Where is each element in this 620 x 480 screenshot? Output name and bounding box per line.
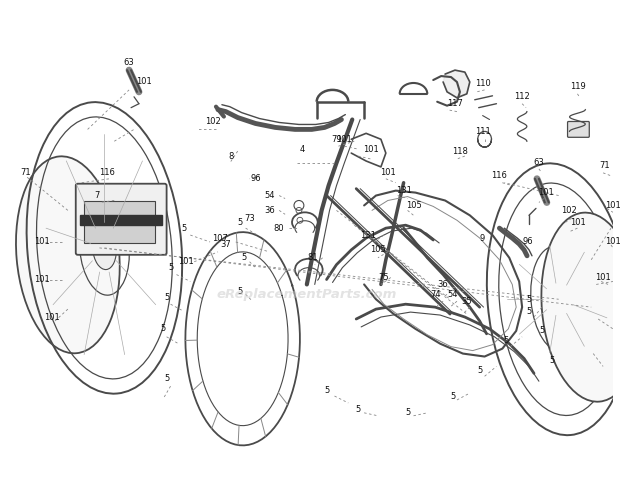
Bar (84, 202, 155, 243)
Text: 96: 96 (250, 174, 261, 183)
Text: 54: 54 (448, 290, 458, 299)
Ellipse shape (16, 156, 120, 353)
Text: 102: 102 (560, 206, 577, 215)
Text: 63: 63 (124, 58, 135, 67)
Text: 5: 5 (450, 392, 456, 400)
Text: 63: 63 (534, 158, 544, 168)
Text: 116: 116 (99, 168, 115, 177)
Text: 110: 110 (475, 80, 490, 88)
Text: 36: 36 (264, 206, 275, 215)
Text: 71: 71 (600, 161, 611, 170)
Text: 5: 5 (526, 307, 532, 316)
Ellipse shape (545, 274, 573, 325)
Text: 131: 131 (360, 230, 376, 240)
Text: 5: 5 (164, 293, 169, 302)
Ellipse shape (541, 213, 620, 402)
Text: 107: 107 (212, 234, 228, 242)
FancyBboxPatch shape (567, 121, 589, 137)
Text: 80: 80 (274, 224, 285, 233)
Text: 5: 5 (539, 326, 544, 336)
Text: 37: 37 (221, 240, 231, 250)
Text: 117: 117 (447, 99, 463, 108)
Text: 81: 81 (308, 253, 318, 262)
Text: 5: 5 (549, 356, 554, 365)
Text: 131: 131 (396, 186, 412, 195)
Text: 8: 8 (228, 152, 234, 160)
Text: 54: 54 (264, 191, 275, 200)
Text: 5: 5 (237, 218, 242, 227)
Text: 5: 5 (182, 224, 187, 233)
Text: 101: 101 (595, 273, 611, 282)
FancyBboxPatch shape (76, 184, 167, 255)
Text: 101: 101 (570, 218, 587, 227)
Text: 5: 5 (355, 406, 361, 414)
Text: 105: 105 (370, 245, 386, 254)
Text: 5: 5 (324, 385, 329, 395)
Text: 96: 96 (523, 238, 533, 246)
Text: 5: 5 (241, 253, 246, 262)
Text: 101: 101 (337, 135, 352, 144)
Text: 101: 101 (44, 312, 60, 322)
Text: 101: 101 (605, 238, 620, 246)
Text: 5: 5 (405, 408, 410, 417)
Text: 71: 71 (20, 168, 31, 177)
Text: 118: 118 (452, 146, 468, 156)
Text: 102: 102 (205, 117, 221, 126)
Polygon shape (443, 70, 470, 98)
Text: 116: 116 (492, 171, 507, 180)
Text: 5: 5 (526, 295, 532, 304)
Text: 101: 101 (363, 144, 379, 154)
Text: 101: 101 (538, 188, 554, 197)
Text: 36: 36 (438, 280, 448, 289)
Text: 105: 105 (405, 201, 422, 210)
Text: 75: 75 (379, 273, 389, 282)
Ellipse shape (92, 226, 117, 270)
Text: 5: 5 (168, 263, 173, 272)
Text: 112: 112 (514, 92, 530, 101)
Text: 101: 101 (136, 77, 152, 86)
Text: 7: 7 (95, 191, 100, 200)
Text: 5: 5 (503, 336, 509, 345)
Text: 101: 101 (605, 201, 620, 210)
Text: 35: 35 (461, 297, 472, 306)
Text: 101: 101 (380, 168, 396, 177)
Text: 9: 9 (480, 234, 485, 242)
Text: 101: 101 (179, 257, 194, 266)
Text: 5: 5 (477, 366, 482, 375)
Text: 74: 74 (430, 290, 441, 299)
Text: 4: 4 (299, 144, 304, 154)
Bar (80, 216, 162, 225)
Text: 101: 101 (34, 275, 50, 284)
Text: 79: 79 (331, 135, 342, 144)
Text: 101: 101 (34, 238, 50, 246)
Text: 5: 5 (237, 287, 242, 296)
Text: 73: 73 (244, 214, 255, 223)
Text: 119: 119 (570, 83, 587, 91)
Text: 5: 5 (164, 374, 169, 383)
Text: 111: 111 (475, 127, 490, 136)
Text: 5: 5 (160, 324, 166, 334)
Text: eReplacementParts.com: eReplacementParts.com (216, 288, 397, 301)
